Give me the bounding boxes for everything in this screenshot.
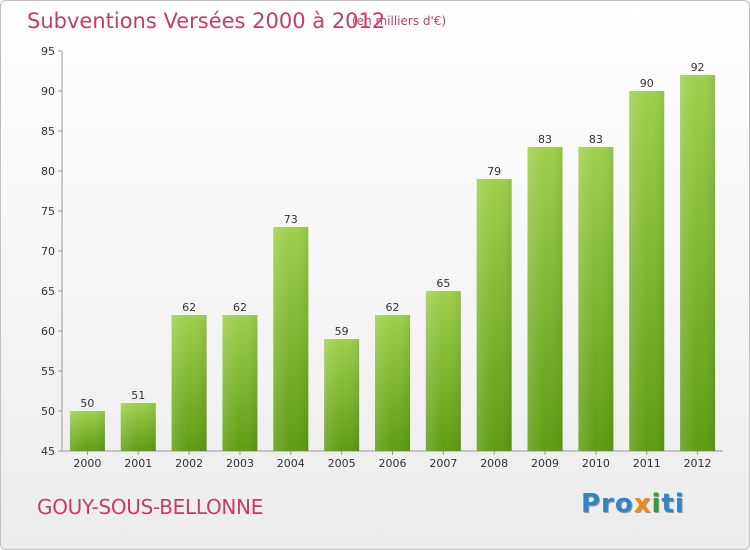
bar-sheen xyxy=(578,147,614,451)
proxiti-logo[interactable]: Proxiti xyxy=(581,489,685,519)
bars-group xyxy=(69,75,716,451)
x-tick-label: 2004 xyxy=(277,457,305,470)
value-label: 83 xyxy=(538,133,552,146)
value-label: 59 xyxy=(335,325,349,338)
y-tick-label: 75 xyxy=(41,205,55,218)
value-label: 73 xyxy=(284,213,298,226)
value-label: 51 xyxy=(131,389,145,402)
value-label: 90 xyxy=(640,77,654,90)
x-tick-label: 2011 xyxy=(633,457,661,470)
x-tick-label: 2005 xyxy=(328,457,356,470)
bar-sheen xyxy=(425,291,461,451)
value-label: 62 xyxy=(182,301,196,314)
bar-sheen xyxy=(629,91,665,451)
y-tick-label: 95 xyxy=(41,45,55,58)
bar-sheen xyxy=(171,315,207,451)
value-label: 62 xyxy=(233,301,247,314)
y-tick-label: 80 xyxy=(41,165,55,178)
value-label: 65 xyxy=(436,277,450,290)
bar-sheen xyxy=(120,403,156,451)
bar-sheen xyxy=(375,315,410,451)
value-label: 79 xyxy=(487,165,501,178)
y-tick-label: 50 xyxy=(41,405,55,418)
value-label: 92 xyxy=(691,61,705,74)
bar-sheen xyxy=(680,75,716,451)
x-tick-label: 2003 xyxy=(226,457,254,470)
bar-sheen xyxy=(527,147,563,451)
logo-part-4: ti xyxy=(661,489,685,519)
bar-sheen xyxy=(476,179,512,451)
logo-part-2: x xyxy=(633,489,652,519)
x-tick-label: 2001 xyxy=(124,457,152,470)
x-tick-label: 2006 xyxy=(379,457,407,470)
value-label: 62 xyxy=(386,301,400,314)
logo-part-3: i xyxy=(651,489,662,519)
bar-sheen xyxy=(324,339,360,451)
x-tick-label: 2009 xyxy=(531,457,559,470)
x-tick-label: 2008 xyxy=(480,457,508,470)
bar-sheen xyxy=(273,227,309,451)
x-tick-label: 2000 xyxy=(73,457,101,470)
labels-group: 45 50 55 60 65 70 75 80 85 90 95 50 2000 51 2001 62 2002… xyxy=(41,45,712,470)
y-tick-label: 70 xyxy=(41,245,55,258)
y-tick-label: 45 xyxy=(41,445,55,458)
logo-part-1: Pro xyxy=(581,489,634,519)
y-tick-label: 55 xyxy=(41,365,55,378)
chart-title: Subventions Versées 2000 à 2012 xyxy=(27,9,386,33)
y-tick-label: 65 xyxy=(41,285,55,298)
bar-sheen xyxy=(69,411,105,451)
town-name: GOUY-SOUS-BELLONNE xyxy=(37,495,264,519)
value-label: 50 xyxy=(80,397,94,410)
value-label: 83 xyxy=(589,133,603,146)
x-tick-label: 2012 xyxy=(684,457,712,470)
x-tick-label: 2002 xyxy=(175,457,203,470)
y-tick-label: 60 xyxy=(41,325,55,338)
chart-subtitle: (en milliers d'€) xyxy=(352,14,447,28)
x-tick-label: 2010 xyxy=(582,457,610,470)
y-tick-label: 85 xyxy=(41,125,55,138)
x-tick-label: 2007 xyxy=(429,457,457,470)
y-tick-label: 90 xyxy=(41,85,55,98)
bar-sheen xyxy=(222,315,258,451)
